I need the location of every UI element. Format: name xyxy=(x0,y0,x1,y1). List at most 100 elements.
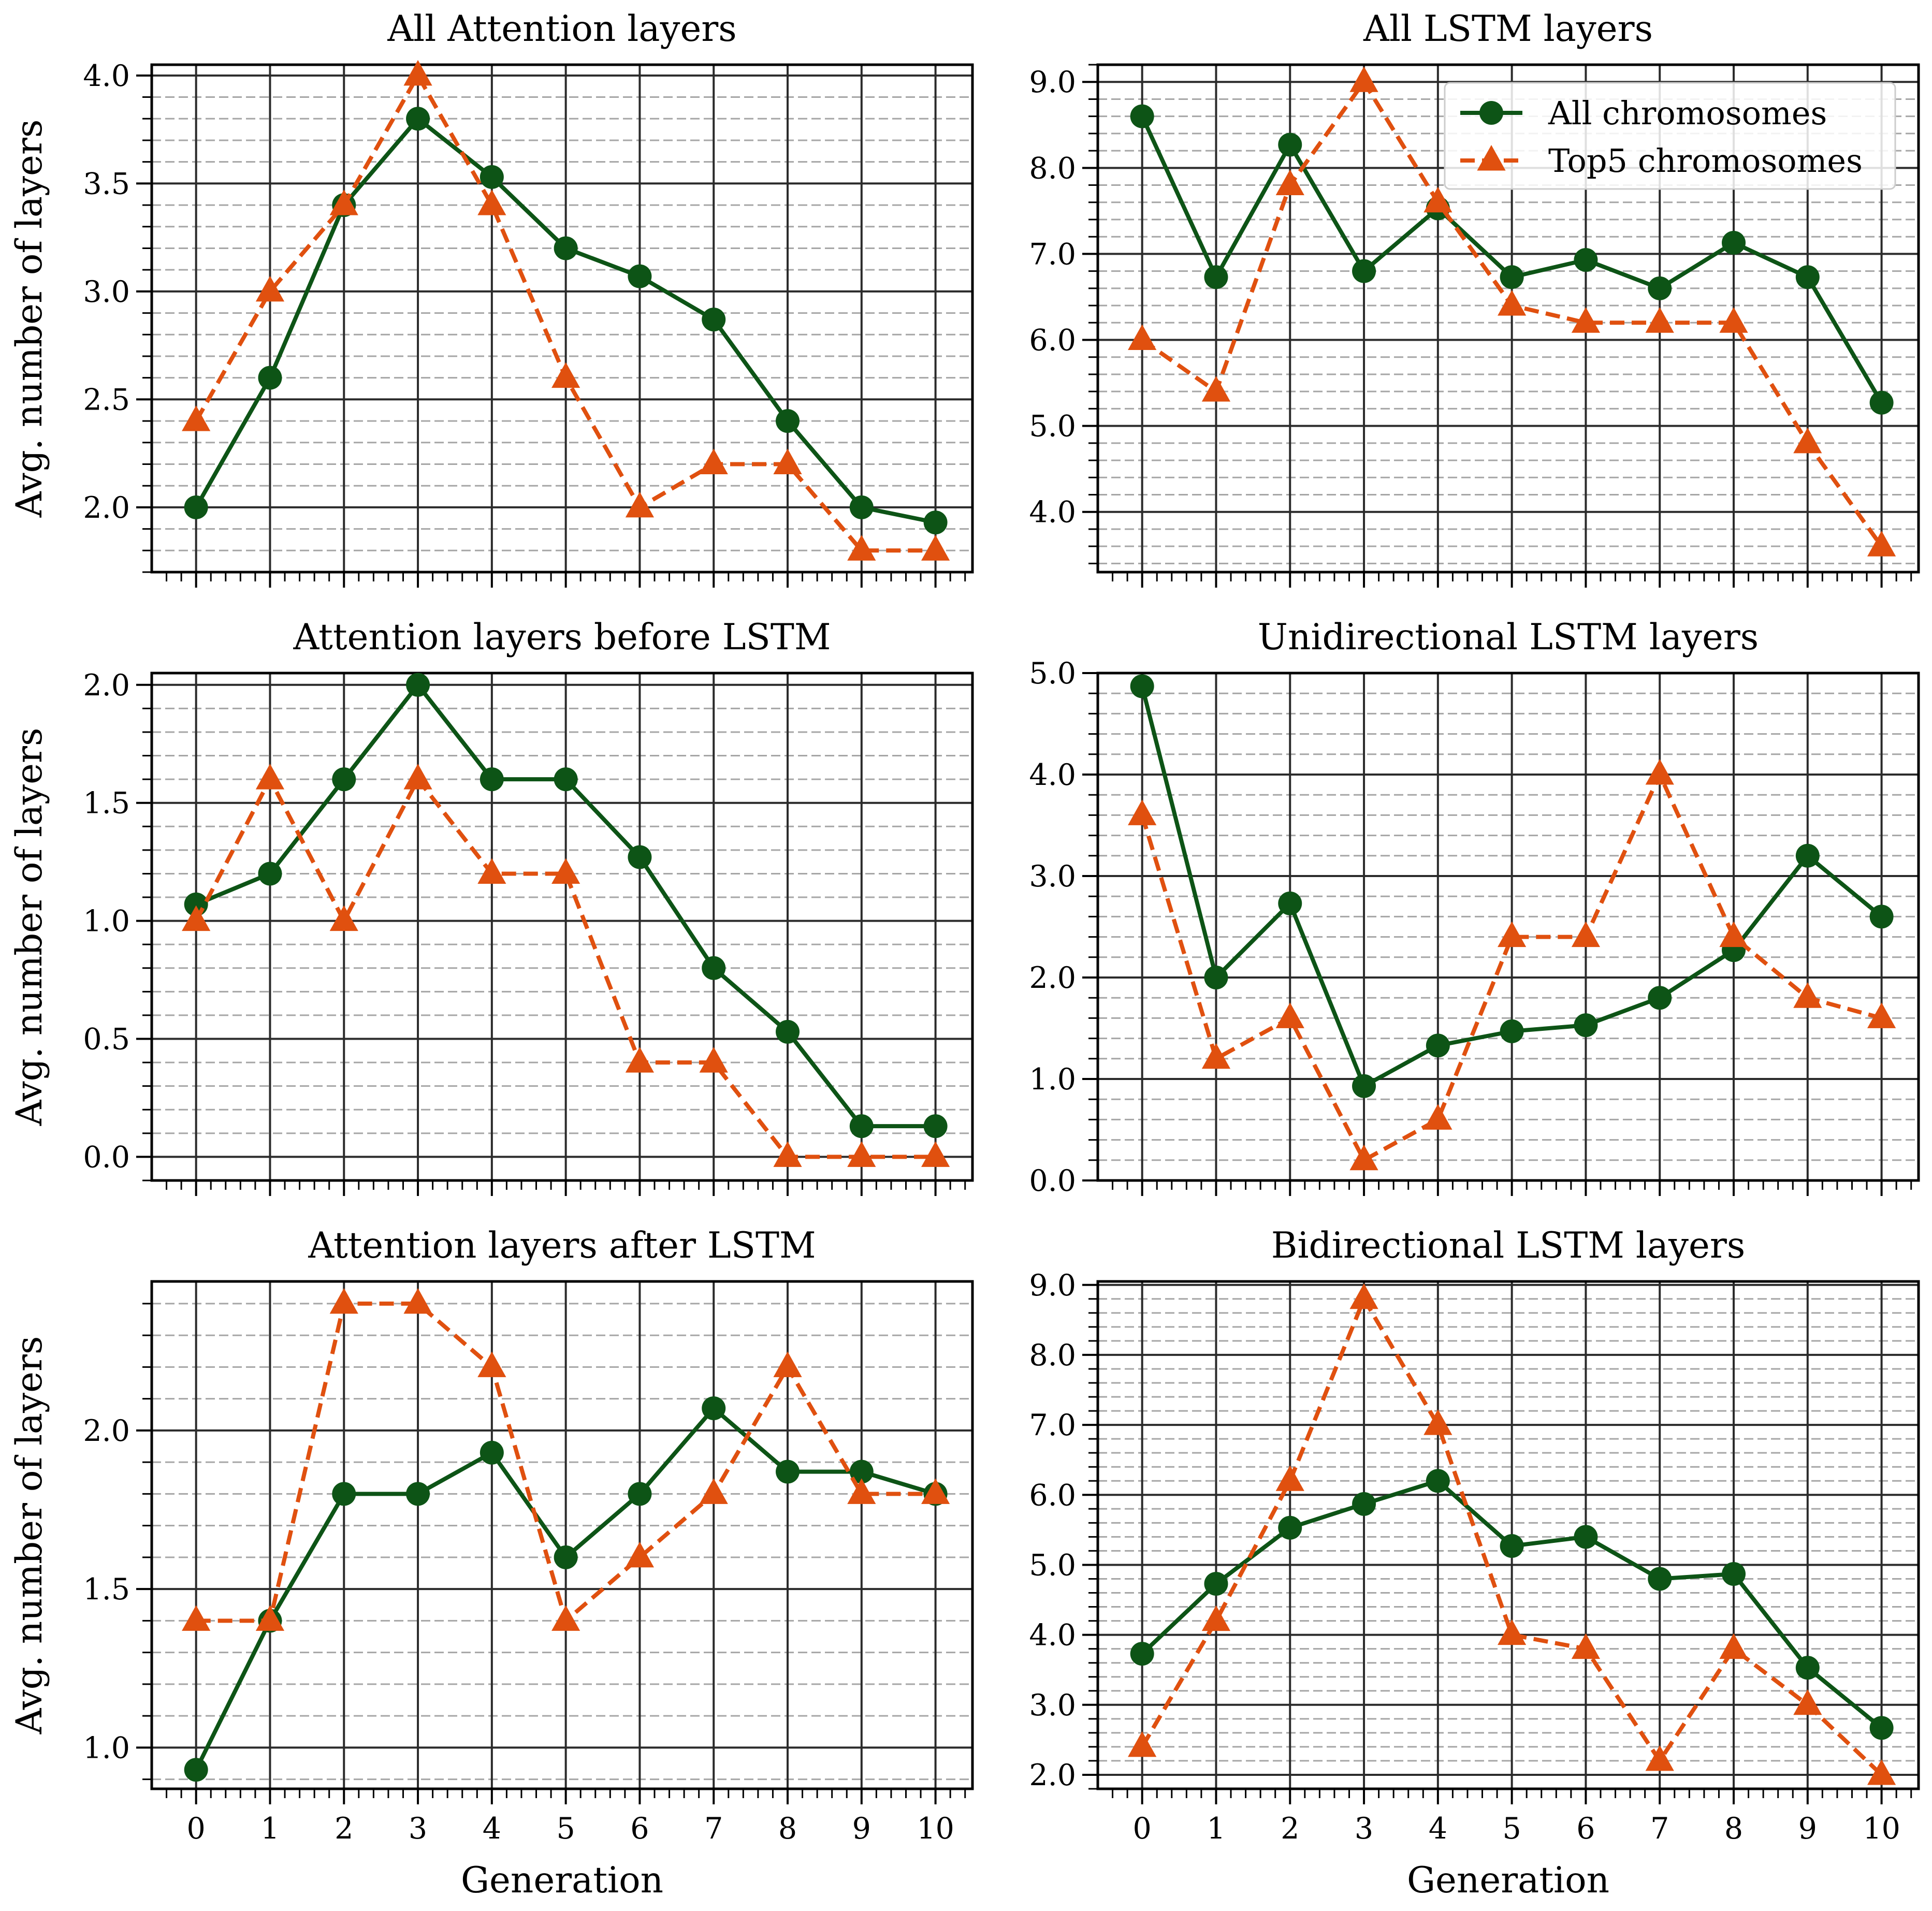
y-tick-label: 3.0 xyxy=(1029,1688,1076,1723)
plot-frame xyxy=(150,63,974,574)
y-tick-label: 5.0 xyxy=(1029,657,1076,691)
data-point-top5 xyxy=(1275,1465,1304,1491)
x-tick-label: 0 xyxy=(1133,1812,1152,1846)
data-point-top5 xyxy=(1128,324,1157,351)
x-tick-label: 3 xyxy=(1355,1812,1373,1846)
data-point-all xyxy=(1500,265,1524,289)
data-point-all xyxy=(1352,1074,1376,1098)
subplot-5: 1.0 1.5 2.0 0 1 2 3 4 5 6 7 8 9 10 Attention layers af… xyxy=(9,1225,974,1901)
data-point-all xyxy=(1130,1642,1154,1666)
data-point-top5 xyxy=(1793,1689,1822,1715)
x-tick-label: 10 xyxy=(917,1812,954,1846)
data-point-all xyxy=(702,308,726,332)
data-point-all xyxy=(1648,986,1672,1010)
y-tick-label: 9.0 xyxy=(1029,1268,1076,1303)
data-point-all xyxy=(1204,1571,1228,1596)
data-point-all xyxy=(849,1114,874,1139)
y-tick-label: 6.0 xyxy=(1029,324,1076,358)
subplot-3: 0.0 0.5 1.0 1.5 2.0 Attention layers before L… xyxy=(9,617,974,1196)
y-tick-label: 1.0 xyxy=(1029,1062,1076,1097)
y-tick-label: 4.0 xyxy=(83,59,130,93)
data-point-all xyxy=(1795,843,1820,868)
data-point-all xyxy=(628,845,652,869)
plot-frame xyxy=(1096,672,1920,1182)
data-point-top5 xyxy=(1349,1144,1378,1171)
data-point-top5 xyxy=(329,1288,358,1314)
x-tick-label: 5 xyxy=(1503,1812,1521,1846)
data-point-top5 xyxy=(403,764,432,790)
x-tick-label: 8 xyxy=(1724,1812,1743,1846)
data-point-top5 xyxy=(1867,1759,1896,1785)
data-point-top5 xyxy=(403,1288,432,1314)
data-point-all xyxy=(702,956,726,980)
data-point-all xyxy=(1278,891,1302,915)
data-point-all xyxy=(480,165,504,189)
data-point-top5 xyxy=(1867,531,1896,557)
data-point-all xyxy=(1204,966,1228,989)
x-tick-label: 4 xyxy=(1429,1812,1447,1846)
data-point-all xyxy=(480,767,504,792)
y-axis-label: Avg. number of layers xyxy=(9,120,50,518)
plot-frame xyxy=(1096,1280,1920,1790)
data-point-all xyxy=(1352,1492,1376,1516)
x-tick-label: 6 xyxy=(630,1812,649,1846)
x-tick-label: 7 xyxy=(1650,1812,1669,1846)
y-tick-label: 2.5 xyxy=(83,383,130,417)
y-tick-label: 2.0 xyxy=(83,491,130,525)
data-point-all xyxy=(1500,1534,1524,1558)
y-axis-label: Avg. number of layers xyxy=(9,728,50,1127)
data-point-all xyxy=(923,1114,948,1139)
subplot-title: Bidirectional LSTM layers xyxy=(1271,1225,1746,1266)
subplot-2: 4.0 5.0 6.0 7.0 8.0 9.0 All LSTM layers All chr… xyxy=(1029,8,1920,588)
data-point-top5 xyxy=(1793,982,1822,1008)
y-tick-label: 9.0 xyxy=(1029,65,1076,99)
y-tick-label: 0.0 xyxy=(83,1140,130,1174)
data-point-all xyxy=(332,1482,356,1506)
data-point-top5 xyxy=(1128,799,1157,825)
data-point-top5 xyxy=(1719,921,1748,947)
data-point-all xyxy=(258,366,282,390)
data-point-top5 xyxy=(699,1047,728,1073)
data-point-all xyxy=(1722,230,1746,255)
data-point-top5 xyxy=(1275,169,1304,196)
data-point-all xyxy=(406,673,430,697)
data-point-all xyxy=(1278,1515,1302,1540)
data-point-all xyxy=(702,1396,726,1420)
data-point-all xyxy=(1426,1469,1450,1493)
data-point-top5 xyxy=(551,362,580,388)
data-point-top5 xyxy=(1498,290,1527,316)
data-point-top5 xyxy=(1719,307,1748,333)
data-point-all xyxy=(1278,133,1302,157)
y-tick-label: 5.0 xyxy=(1029,1548,1076,1582)
y-tick-label: 3.0 xyxy=(83,275,130,309)
x-axis-label: Generation xyxy=(461,1860,663,1901)
data-point-top5 xyxy=(255,764,285,790)
plot-frame xyxy=(150,1280,974,1790)
data-point-top5 xyxy=(699,448,728,474)
subplot-title: All LSTM layers xyxy=(1363,8,1653,50)
data-point-top5 xyxy=(1645,1745,1674,1771)
data-point-all xyxy=(258,862,282,886)
data-point-all xyxy=(849,1460,874,1484)
data-point-top5 xyxy=(1201,1043,1231,1069)
subplot-6: 2.0 3.0 4.0 5.0 6.0 7.0 8.0 9.0 0 1 2 3 4 5 6 7 8 9 10 Bidi… xyxy=(1029,1225,1920,1901)
data-point-top5 xyxy=(1201,376,1231,402)
legend-box xyxy=(1444,82,1896,190)
data-point-all xyxy=(923,510,948,535)
data-point-all xyxy=(1426,1033,1450,1058)
legend-label-all: All chromosomes xyxy=(1548,94,1827,132)
y-tick-label: 4.0 xyxy=(1029,1618,1076,1653)
subplot-title: Attention layers before LSTM xyxy=(293,617,831,658)
data-point-top5 xyxy=(1645,307,1674,333)
y-tick-label: 1.5 xyxy=(83,1572,130,1607)
data-point-all xyxy=(1869,905,1894,929)
legend-label-top5: Top5 chromosomes xyxy=(1548,142,1863,180)
data-point-top5 xyxy=(625,491,655,518)
data-point-top5 xyxy=(477,858,506,884)
data-point-all xyxy=(554,1545,578,1569)
data-point-all xyxy=(776,1460,800,1484)
y-tick-label: 0.5 xyxy=(83,1023,130,1057)
data-point-all xyxy=(1352,259,1376,283)
data-point-all xyxy=(1574,1013,1598,1038)
